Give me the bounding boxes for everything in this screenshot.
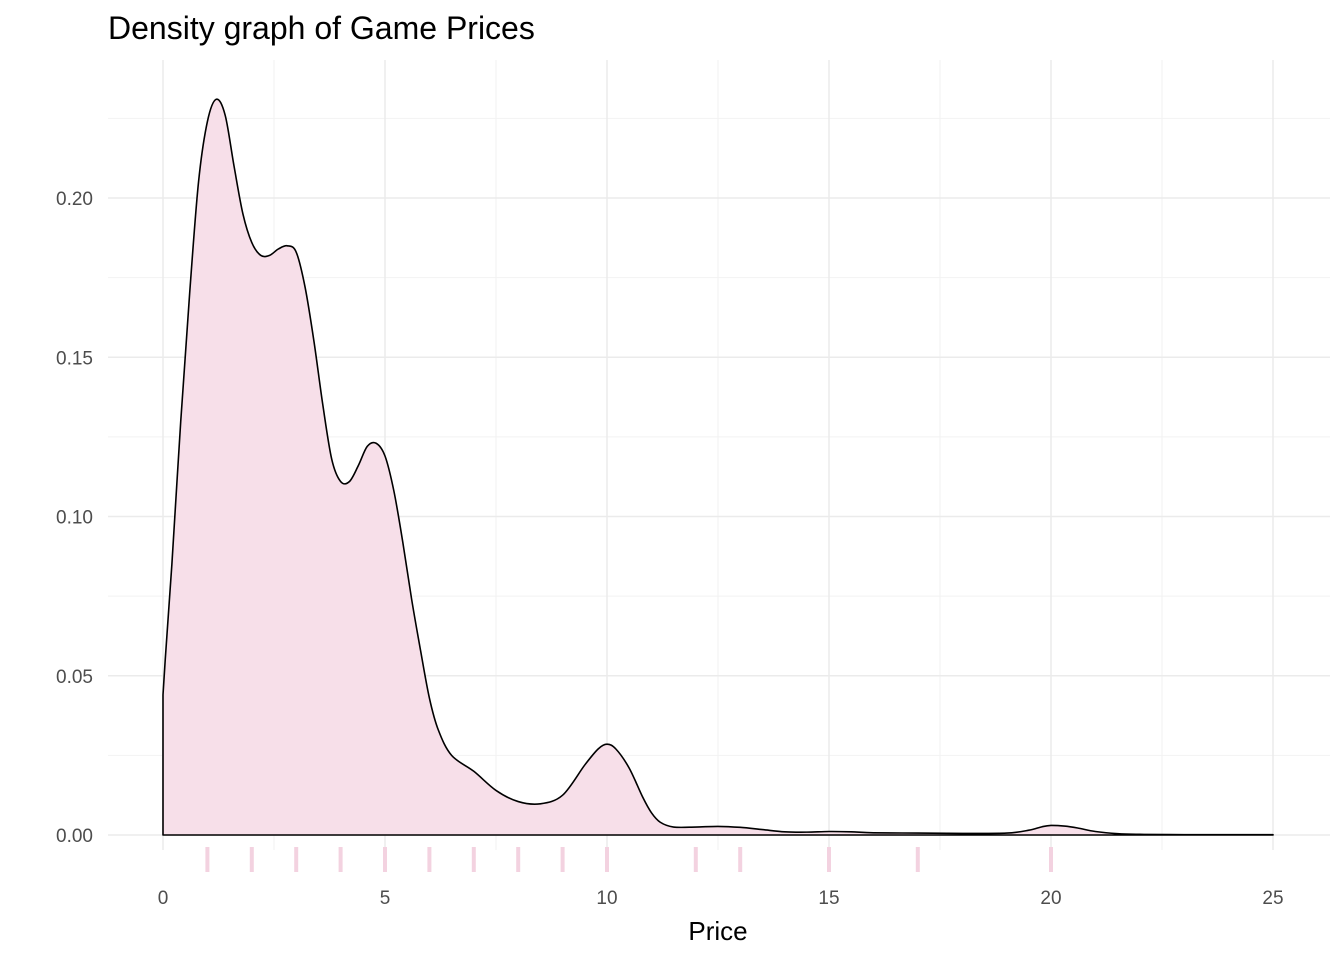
x-tick-label: 20 <box>1040 888 1061 909</box>
x-tick-label: 10 <box>596 888 617 909</box>
density-line <box>162 98 1274 836</box>
y-tick-label: 0.20 <box>56 189 93 210</box>
x-tick-label: 5 <box>380 888 391 909</box>
density-area <box>163 99 1273 835</box>
rug-marks <box>205 847 1053 872</box>
x-tick-label: 25 <box>1262 888 1283 909</box>
x-tick-label: 0 <box>158 888 169 909</box>
x-tick-labels: 0 5 10 15 20 25 <box>158 888 1284 909</box>
y-tick-label: 0.15 <box>56 348 93 369</box>
y-tick-labels: 0.00 0.05 0.10 0.15 0.20 <box>56 189 93 847</box>
x-axis-title: Price <box>688 916 747 946</box>
x-tick-label: 15 <box>818 888 839 909</box>
y-tick-label: 0.00 <box>56 826 93 847</box>
y-tick-label: 0.10 <box>56 508 93 529</box>
y-tick-label: 0.05 <box>56 667 93 688</box>
chart-title: Density graph of Game Prices <box>108 10 535 46</box>
